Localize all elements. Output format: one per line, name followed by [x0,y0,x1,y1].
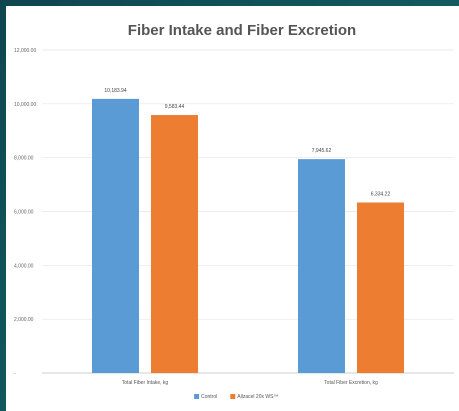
x-category-label: Total Fiber Intake, kg [122,380,169,386]
data-label: 6,334.22 [371,192,391,198]
bars [92,98,404,374]
legend: Control Allzacel 20x WS™ [194,394,278,400]
legend-label: Allzacel 20x WS™ [237,394,278,400]
y-tick-label: 4,000.00 [14,263,34,269]
category-labels: Total Fiber Intake, kg Total Fiber Excret… [122,380,378,386]
chart-card: Fiber Intake and Fiber Excretion - 2,000.… [6,6,459,411]
y-tick-label: 6,000.00 [14,210,34,216]
bar-chart: Fiber Intake and Fiber Excretion - 2,000.… [14,22,454,400]
y-tick-label: 10,000.00 [14,102,36,108]
data-labels: 10,183.94 9,583.44 7,945.62 6,334.22 [104,88,390,198]
bar-treatment-intake [151,115,198,373]
chart-title: Fiber Intake and Fiber Excretion [128,22,356,39]
legend-swatch [194,394,200,399]
y-tick-label: 8,000.00 [14,156,34,162]
data-label: 10,183.94 [104,88,126,94]
legend-swatch [230,394,236,399]
y-tick-label: 12,000.00 [14,48,36,54]
y-tick-label: 2,000.00 [14,317,34,323]
bar-control-intake [92,98,139,374]
bar-control-excretion [298,159,345,373]
legend-label: Control [201,394,217,400]
y-tick-label: - [14,371,16,377]
x-category-label: Total Fiber Excretion, kg [324,380,378,386]
data-label: 7,945.62 [312,148,332,154]
y-axis-tick-labels: - 2,000.00 4,000.00 6,000.00 8,000.00 10,000.… [14,48,36,377]
bar-treatment-excretion [357,202,404,373]
data-label: 9,583.44 [165,104,185,110]
